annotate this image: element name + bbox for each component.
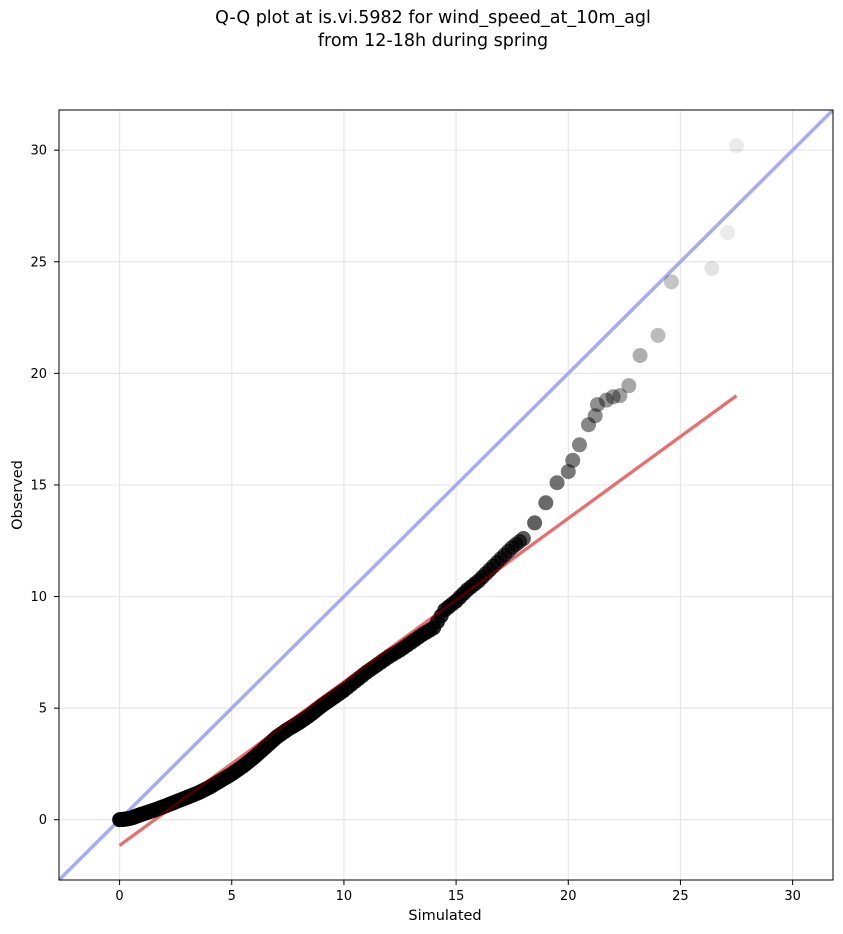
x-tick-label: 20 [560,889,577,904]
qq-point [587,408,603,424]
identity-line [59,110,833,880]
y-tick-label: 25 [30,255,47,270]
qq-point [565,452,581,468]
x-tick-label: 25 [672,889,689,904]
qq-point [571,437,587,453]
qq-point [549,475,565,491]
qq-point [704,260,720,276]
x-tick-label: 0 [115,889,123,904]
plot-frame [58,109,834,881]
grid [59,110,833,880]
y-tick-label: 20 [30,367,47,382]
qq-point [729,138,745,154]
fit-line [118,394,738,847]
fit-line-overlay [118,394,738,847]
chart-title-line-2: from 12-18h during spring [317,31,549,51]
qq-point [512,533,528,549]
y-axis-label: Observed [10,460,26,530]
qq-point [598,392,614,408]
qq-point [621,378,637,394]
y-tick-label: 15 [30,478,47,493]
qq-point [650,327,666,343]
qq-point [527,515,543,531]
qq-point [538,495,554,511]
y-tick-label: 30 [30,144,47,159]
reference-lines [59,110,833,880]
axis-ticks: 0 5 10 15 20 25 30 0 5 10 15 20 25 30 [30,144,800,904]
x-axis-label: Simulated [408,908,481,924]
x-tick-label: 10 [336,889,353,904]
x-tick-label: 15 [448,889,465,904]
qq-point [612,388,628,404]
y-tick-label: 10 [30,590,47,605]
qq-point [663,274,679,290]
y-tick-label: 5 [39,702,47,717]
x-tick-label: 30 [784,889,801,904]
qq-point [632,348,648,364]
x-tick-label: 5 [228,889,236,904]
qq-point [720,225,736,241]
qq-point [605,389,621,405]
qq-point [580,417,596,433]
y-tick-label: 0 [39,813,47,828]
data-points [112,138,745,847]
qq-point [589,397,605,413]
chart-title-line-1: Q-Q plot at is.vi.5982 for wind_speed_at… [215,8,651,28]
